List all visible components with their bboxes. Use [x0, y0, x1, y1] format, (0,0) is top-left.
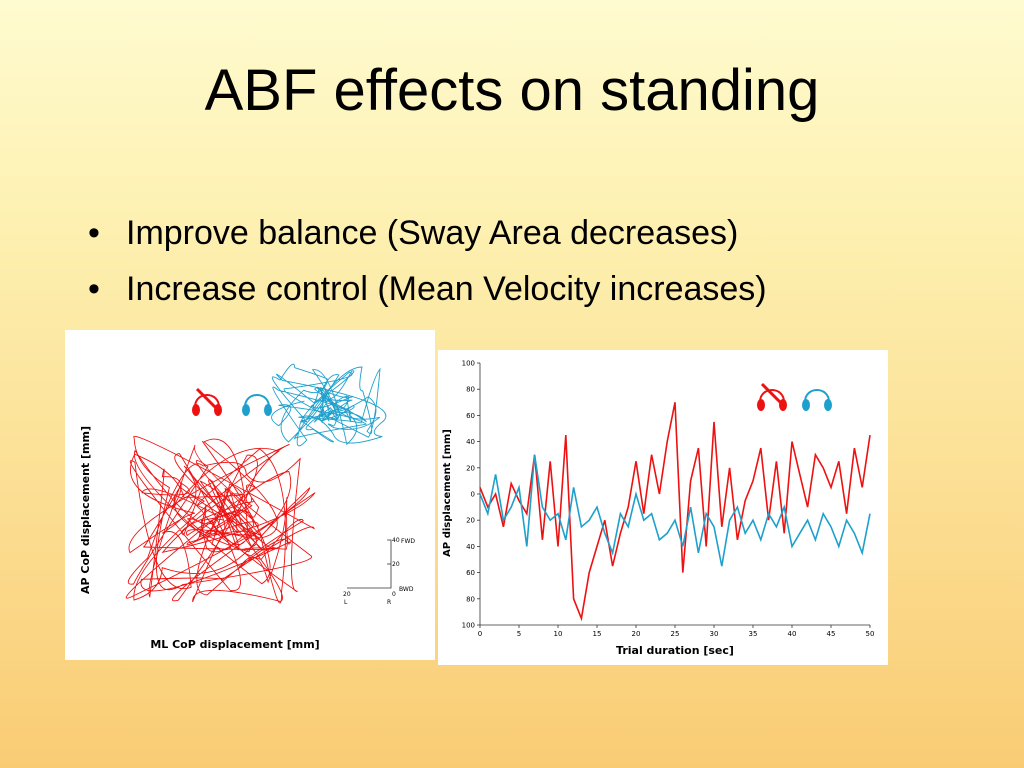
trajectory-no-feedback-core: [181, 479, 264, 553]
bullet-item: Improve balance (Sway Area decreases): [88, 205, 767, 261]
y-tick-label: 40: [466, 438, 475, 446]
scale-tick: 20: [392, 561, 400, 568]
scale-left: L: [344, 599, 348, 606]
headphones-crossed-icon: [757, 382, 787, 411]
headphones-crossed-icon: [192, 387, 222, 416]
y-tick-label: 100: [462, 360, 475, 368]
y-tick-label: 60: [466, 569, 475, 577]
x-tick-label: 10: [554, 630, 563, 638]
stabilogram-figure: AP CoP displacement [mm] ML CoP displace…: [65, 330, 435, 660]
scale-tick: 40: [392, 537, 400, 544]
x-tick-label: 45: [827, 630, 836, 638]
headphones-icon: [242, 394, 272, 416]
trajectory-feedback: [271, 363, 387, 447]
y-tick-label: 60: [466, 412, 475, 420]
x-tick-label: 15: [593, 630, 602, 638]
x-tick-label: 20: [632, 630, 641, 638]
scale-fwd: FWD: [401, 538, 415, 545]
x-tick-label: 0: [478, 630, 482, 638]
bullet-item: Increase control (Mean Velocity increase…: [88, 261, 767, 317]
series-line-1: [479, 454, 871, 567]
headphones-icon: [802, 389, 832, 411]
trajectory-feedback-core: [312, 386, 355, 424]
trajectory-no-feedback: [125, 435, 316, 604]
x-tick-label: 35: [749, 630, 758, 638]
slide-title: ABF effects on standing: [204, 58, 820, 123]
series: [479, 402, 871, 622]
series-line-0: [479, 402, 871, 622]
scale-right: R: [387, 599, 391, 606]
x-tick-label: 40: [788, 630, 797, 638]
y-tick-label: 20: [466, 464, 475, 472]
x-tick-label: 30: [710, 630, 719, 638]
scale-bar: 40 FWD 20 0 BWD 20 L R: [343, 537, 415, 606]
scale-tick: 0: [392, 591, 396, 598]
x-tick-label: 5: [517, 630, 521, 638]
y-tick-label: 100: [462, 622, 475, 630]
y-axis-label: AP displacement [mm]: [442, 429, 453, 557]
x-axis-label: ML CoP displacement [mm]: [150, 638, 319, 651]
y-tick-label: 0: [471, 491, 475, 499]
y-tick-label: 20: [466, 517, 475, 525]
figure-background: [438, 350, 888, 665]
y-tick-label: 40: [466, 543, 475, 551]
bullet-list: Improve balance (Sway Area decreases) In…: [88, 205, 767, 317]
x-tick-label: 50: [866, 630, 875, 638]
y-tick-label: 80: [466, 386, 475, 394]
scale-bwd: BWD: [399, 586, 414, 593]
trajectories: [125, 363, 387, 604]
y-tick-label: 80: [466, 595, 475, 603]
x-tick-label: 25: [671, 630, 680, 638]
x-axis-label: Trial duration [sec]: [616, 644, 734, 657]
scale-tick: 20: [343, 591, 351, 598]
y-axis-label: AP CoP displacement [mm]: [79, 426, 92, 594]
